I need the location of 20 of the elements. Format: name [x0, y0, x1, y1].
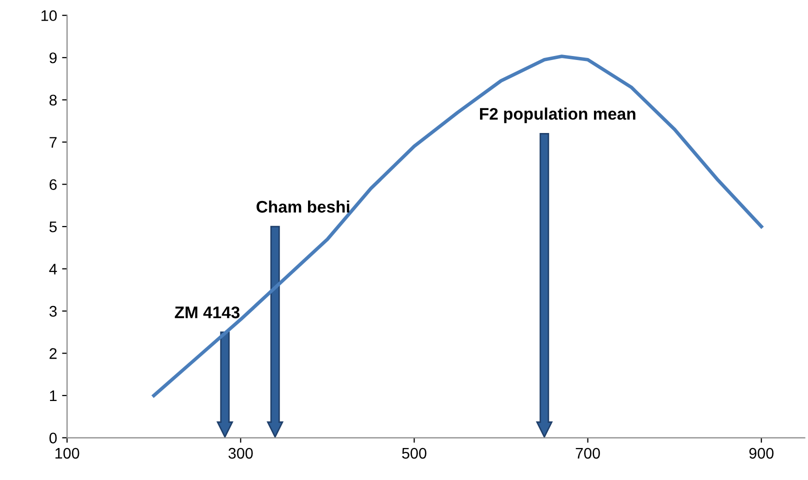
y-tick-label: 4 [49, 264, 57, 274]
annotation: ZM 4143 [174, 306, 240, 318]
x-tick-label: 300 [228, 448, 253, 459]
x-tick-label: 900 [749, 448, 774, 459]
y-tick-label: 7 [50, 137, 57, 148]
line-series [152, 54, 764, 398]
x-tick-label: 700 [576, 448, 600, 459]
annotation: F2 population mean [480, 108, 636, 124]
annotation: Cham beshi [256, 200, 350, 213]
y-tick-label: 1 [50, 390, 57, 402]
y-tick-label: 0 [49, 432, 57, 444]
y-tick-label: 5 [49, 222, 57, 232]
y-tick-label: 9 [50, 52, 57, 64]
x-tick-label: 100 [55, 448, 80, 459]
y-tick-label: 2 [50, 348, 57, 359]
x-tick-label: 500 [402, 448, 426, 459]
y-tick-label: 8 [50, 94, 57, 106]
y-tick-label: 6 [50, 179, 57, 190]
y-tick-label: 3 [49, 306, 57, 317]
y-tick-label: 10 [42, 10, 57, 22]
